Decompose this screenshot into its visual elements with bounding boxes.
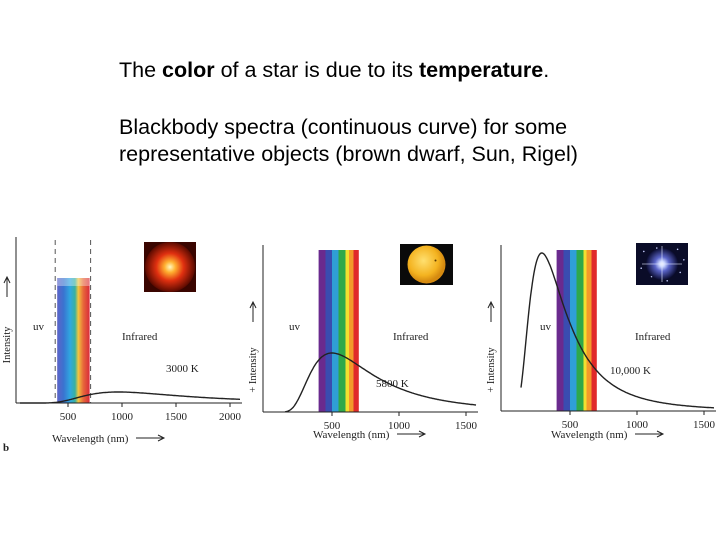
blackbody-curve-10000k xyxy=(520,252,714,409)
y-axis-arrow xyxy=(487,300,495,322)
x-tick-label: 1000 xyxy=(388,420,411,432)
y-axis-arrow xyxy=(3,275,11,297)
uv-label: uv xyxy=(33,321,45,333)
visible-spectrum-band xyxy=(556,250,597,411)
blackbody-curve-5800k xyxy=(284,352,477,413)
x-tick-label: 1000 xyxy=(626,419,649,431)
x-tick-label: 1500 xyxy=(165,411,188,423)
x-axis-arrow xyxy=(136,434,166,442)
uv-label: uv xyxy=(540,321,552,333)
x-tick-label: 1000 xyxy=(111,411,134,423)
temperature-label: 10,000 K xyxy=(610,365,651,377)
background-star xyxy=(666,280,668,282)
headline: The color of a star is due to its temper… xyxy=(119,57,709,84)
infrared-label: Infrared xyxy=(635,331,671,343)
temperature-label: 3000 K xyxy=(166,363,199,375)
headline-part: . xyxy=(543,58,550,82)
headline-temperature-word: temperature xyxy=(418,58,544,82)
x-tick-label: 2000 xyxy=(219,411,242,423)
background-star xyxy=(656,247,658,249)
x-tick-label: 1500 xyxy=(455,420,478,432)
x-tick-label: 1500 xyxy=(693,419,716,431)
x-tick-label: 500 xyxy=(324,420,341,432)
headline-color-word: color xyxy=(162,58,215,82)
y-axis-arrow xyxy=(249,300,257,322)
background-star xyxy=(679,271,681,274)
x-axis-arrow xyxy=(397,430,427,438)
x-axis-label: Wavelength (nm) xyxy=(52,433,129,445)
x-axis-label: Wavelength (nm) xyxy=(313,429,390,441)
chart-panel-2: 500 1000 1500 + Intensity uv Infrared 5800 K Wa… xyxy=(248,244,478,441)
slide-text: The color of a star is due to its temper… xyxy=(119,57,709,168)
y-axis-label: + Intensity xyxy=(486,347,497,393)
visible-spectrum-band xyxy=(57,278,90,403)
headline-part: The xyxy=(119,58,163,82)
x-tick-label: 500 xyxy=(562,419,579,431)
infrared-label: Infrared xyxy=(122,331,158,343)
blackbody-curve-3000k xyxy=(20,391,240,404)
headline-part: of a star is due to its xyxy=(214,58,419,82)
background-star xyxy=(676,248,679,251)
temperature-label: 5800 K xyxy=(376,378,409,390)
subtext-line-2: representative objects (brown dwarf, Sun… xyxy=(119,142,578,166)
chart-panel-3: 500 1000 1500 + Intensity uv Infrared 10,000 K… xyxy=(486,243,716,441)
background-star xyxy=(640,267,642,270)
x-axis-label: Wavelength (nm) xyxy=(551,429,628,441)
infrared-label: Infrared xyxy=(393,331,429,343)
y-axis-label: + Intensity xyxy=(248,347,259,393)
background-star xyxy=(643,250,645,253)
y-axis-label: Intensity xyxy=(2,326,13,363)
brown-dwarf-image xyxy=(145,242,195,292)
sun-image xyxy=(407,245,446,284)
band-highlight xyxy=(57,278,90,286)
uv-label: uv xyxy=(289,321,301,333)
subtext-line-1: Blackbody spectra (continuous curve) for… xyxy=(119,115,568,139)
background-star xyxy=(683,259,685,261)
x-tick-label: 500 xyxy=(60,411,77,423)
visible-spectrum-band xyxy=(318,250,359,412)
panel-label: b xyxy=(3,442,9,454)
sunspot xyxy=(434,259,437,262)
x-axis-arrow xyxy=(635,430,665,438)
chart-panel-1: 500 1000 1500 2000 Intensity uv Infrared 3000 K… xyxy=(2,237,242,454)
